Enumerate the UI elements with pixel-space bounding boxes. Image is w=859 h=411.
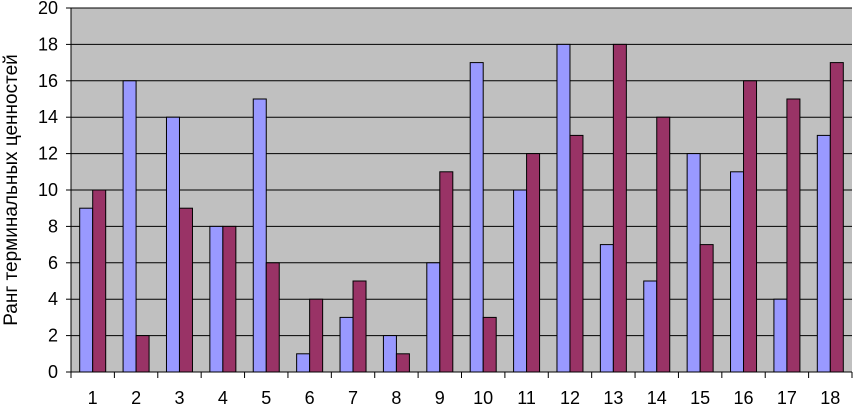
y-tick-label: 10 [38, 180, 58, 200]
y-tick-label: 18 [38, 34, 58, 54]
bar-series-2-cat-11 [526, 153, 541, 373]
bar-series-1-cat-8 [382, 335, 397, 373]
bar-series-1-cat-14 [643, 280, 658, 373]
bar-series-1-cat-2 [122, 80, 137, 373]
bars [79, 43, 844, 373]
bar-series-2-cat-4 [222, 225, 237, 373]
gridlines [71, 7, 852, 337]
bar-series-2-cat-6 [309, 298, 324, 373]
bar-series-1-cat-15 [686, 153, 701, 373]
bar-series-2-cat-16 [743, 80, 758, 373]
x-tick-label: 13 [603, 388, 623, 408]
y-axis-title: Ранг терминальных ценностей [1, 54, 22, 326]
bar-series-2-cat-5 [265, 262, 280, 373]
bar-series-2-cat-9 [439, 171, 454, 373]
bar-series-2-cat-12 [569, 134, 584, 373]
x-tick-label: 9 [435, 388, 445, 408]
x-tick-label: 12 [560, 388, 580, 408]
bar-series-1-cat-6 [296, 353, 311, 373]
bar-series-1-cat-3 [165, 116, 180, 373]
bar-series-1-cat-9 [426, 262, 441, 373]
bar-series-2-cat-1 [92, 189, 107, 373]
bar-series-1-cat-13 [599, 244, 614, 373]
y-tick-label: 20 [38, 0, 58, 18]
x-tick-label: 18 [820, 388, 840, 408]
y-tick-label: 16 [38, 71, 58, 91]
x-tick-label: 3 [174, 388, 184, 408]
x-tick-label: 4 [218, 388, 228, 408]
x-tick-label: 7 [348, 388, 358, 408]
y-tick-label: 6 [48, 253, 58, 273]
bar-series-1-cat-5 [252, 98, 267, 373]
bar-series-2-cat-7 [352, 280, 367, 373]
y-tick-label: 12 [38, 144, 58, 164]
y-tick-labels: 0 2 4 6 8 10 12 14 16 18 20 [38, 0, 71, 382]
bar-series-1-cat-11 [513, 189, 528, 373]
y-tick-label: 8 [48, 216, 58, 236]
x-tick-label: 14 [647, 388, 667, 408]
bar-series-1-cat-1 [79, 207, 94, 373]
x-tick-label: 10 [473, 388, 493, 408]
x-tick-label: 8 [391, 388, 401, 408]
x-tick-label: 16 [734, 388, 754, 408]
bar-series-2-cat-2 [135, 335, 150, 373]
x-tick-label: 11 [517, 388, 536, 408]
bar-series-1-cat-10 [469, 62, 484, 373]
x-tick-label: 15 [690, 388, 710, 408]
y-tick-label: 14 [38, 107, 58, 127]
bar-series-1-cat-18 [816, 134, 831, 373]
bar-series-1-cat-17 [773, 298, 788, 373]
x-tick-label: 6 [305, 388, 315, 408]
bar-series-1-cat-16 [730, 171, 745, 373]
bar-series-2-cat-15 [699, 244, 714, 373]
bar-series-1-cat-12 [556, 43, 571, 373]
bar-series-2-cat-14 [656, 116, 671, 373]
y-tick-label: 0 [48, 362, 58, 382]
bar-series-1-cat-4 [209, 225, 224, 373]
x-tick-label: 17 [777, 388, 797, 408]
bar-series-1-cat-7 [339, 316, 354, 373]
x-tick-label: 1 [88, 388, 98, 408]
bar-series-2-cat-8 [395, 353, 410, 373]
bar-series-2-cat-17 [786, 98, 801, 373]
bar-series-2-cat-18 [829, 62, 844, 373]
bar-series-2-cat-3 [178, 207, 193, 373]
x-tick-labels: 1 2 3 4 5 6 7 8 9 10 11 12 13 14 15 16 17 18 [70, 372, 853, 408]
y-tick-label: 4 [48, 289, 58, 309]
y-tick-label: 2 [48, 326, 58, 346]
x-tick-label: 2 [131, 388, 141, 408]
bar-series-2-cat-13 [612, 43, 627, 373]
x-tick-label: 5 [261, 388, 271, 408]
bar-series-2-cat-10 [482, 316, 497, 373]
